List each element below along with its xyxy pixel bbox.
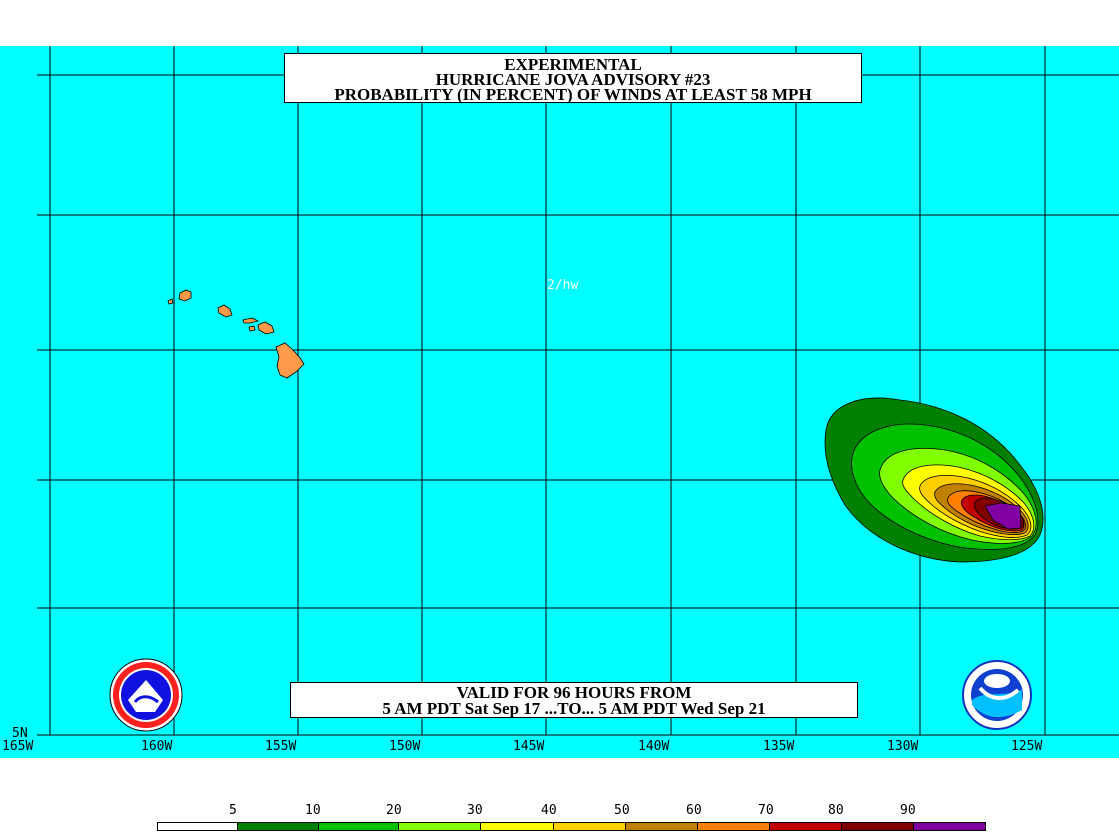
legend-label-90: 90 <box>900 803 916 818</box>
map-svg <box>37 46 1119 736</box>
island-kauai <box>178 289 192 302</box>
lat-label-5n: 5N <box>12 726 28 741</box>
graticule <box>37 46 1119 736</box>
lon-label-130w: 130W <box>887 739 919 754</box>
legend-label-40: 40 <box>541 803 557 818</box>
legend-swatch-90 <box>913 822 986 831</box>
lon-label-140w: 140W <box>638 739 670 754</box>
legend-label-60: 60 <box>686 803 702 818</box>
legend-swatch-30 <box>480 822 554 831</box>
probability-contours <box>824 397 1044 563</box>
lon-label-125w: 125W <box>1011 739 1043 754</box>
legend-swatch-10 <box>318 822 399 831</box>
noaa-logo <box>962 660 1032 730</box>
island-oahu <box>217 304 233 318</box>
legend-swatch-0 <box>157 822 238 831</box>
legend-swatch-50 <box>625 822 698 831</box>
legend-swatch-70 <box>769 822 842 831</box>
lon-label-160w: 160W <box>141 739 173 754</box>
legend-swatch-20 <box>398 822 481 831</box>
valid-box: VALID FOR 96 HOURS FROM 5 AM PDT Sat Sep… <box>290 682 858 718</box>
title-line-3: PROBABILITY (IN PERCENT) OF WINDS AT LEA… <box>334 85 812 104</box>
title-line-2: HURRICANE JOVA ADVISORY #23 <box>435 70 711 89</box>
lon-label-150w: 150W <box>389 739 421 754</box>
legend-swatch-5 <box>237 822 319 831</box>
legend-swatch-40 <box>553 822 626 831</box>
island-lanai <box>248 325 256 332</box>
legend-swatch-80 <box>841 822 914 831</box>
island-niihau <box>167 298 174 305</box>
map-area <box>0 46 1119 758</box>
legend-label-10: 10 <box>305 803 321 818</box>
island-hawaii <box>275 342 305 379</box>
valid-line-2: 5 AM PDT Sat Sep 17 ...TO... 5 AM PDT We… <box>382 699 766 718</box>
legend-label-20: 20 <box>386 803 402 818</box>
lon-label-165w: 165W <box>2 739 34 754</box>
contour-90 <box>984 502 1022 530</box>
analyst-stamp: 2/hw <box>547 278 579 293</box>
hawaii-islands <box>167 289 305 379</box>
legend-label-5: 5 <box>229 803 237 818</box>
legend-label-30: 30 <box>467 803 483 818</box>
valid-line-1: VALID FOR 96 HOURS FROM <box>456 683 692 702</box>
lon-label-145w: 145W <box>513 739 545 754</box>
title-box: EXPERIMENTAL HURRICANE JOVA ADVISORY #23… <box>284 53 862 103</box>
lon-label-135w: 135W <box>763 739 795 754</box>
island-molokai <box>242 317 260 324</box>
legend-label-50: 50 <box>614 803 630 818</box>
legend-label-70: 70 <box>758 803 774 818</box>
lon-label-155w: 155W <box>265 739 297 754</box>
nws-logo <box>109 658 183 732</box>
title-line-1: EXPERIMENTAL <box>504 55 642 74</box>
legend-swatch-60 <box>697 822 770 831</box>
island-maui <box>257 321 275 335</box>
legend-label-80: 80 <box>828 803 844 818</box>
